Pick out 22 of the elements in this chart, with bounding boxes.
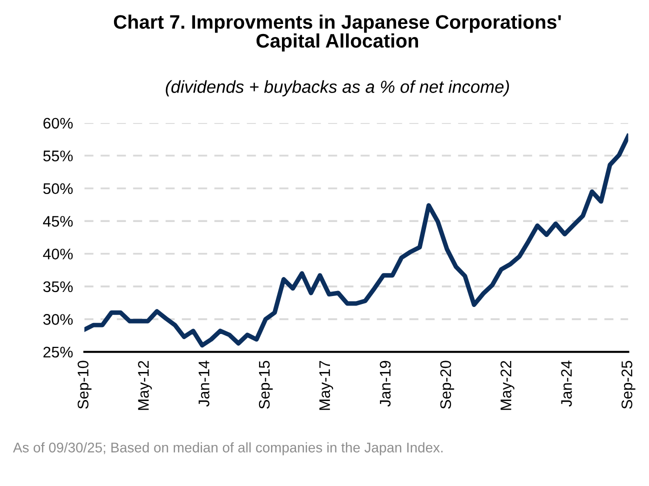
y-tick-label: 25% <box>43 346 73 358</box>
x-tick-label: May-22 <box>500 360 514 410</box>
y-tick-label: 50% <box>43 183 73 194</box>
text: As of 09/30/25; Based on median of all companies in the Japan Index. <box>13 442 443 456</box>
chart-title: Chart 7. Improvments in Japanese Corporations' Capital Allocation <box>114 14 561 52</box>
y-tick-label: 30% <box>43 314 73 325</box>
y-tick-label: 45% <box>43 216 73 227</box>
x-tick-label: Jan-14 <box>198 360 210 407</box>
y-tick-label: 55% <box>43 150 73 162</box>
line-series <box>84 134 628 348</box>
x-tick-label: Jan-19 <box>380 360 391 407</box>
x-tick-label: Sep-15 <box>258 360 273 409</box>
x-tick-label: May-17 <box>319 360 334 410</box>
x-tick-label: May-12 <box>138 360 152 410</box>
y-tick-label: 35% <box>43 281 73 292</box>
x-tick-label: Jan-24 <box>561 360 572 407</box>
y-tick-label: 60% <box>43 118 73 129</box>
x-tick-label: Sep-10 <box>78 360 92 409</box>
x-tick-label: Sep-20 <box>440 360 454 409</box>
x-tick-label: Sep-25 <box>622 360 636 409</box>
chart-subtitle: (dividends + buybacks as a % of net income) <box>166 80 509 96</box>
y-tick-label: 40% <box>43 248 73 260</box>
